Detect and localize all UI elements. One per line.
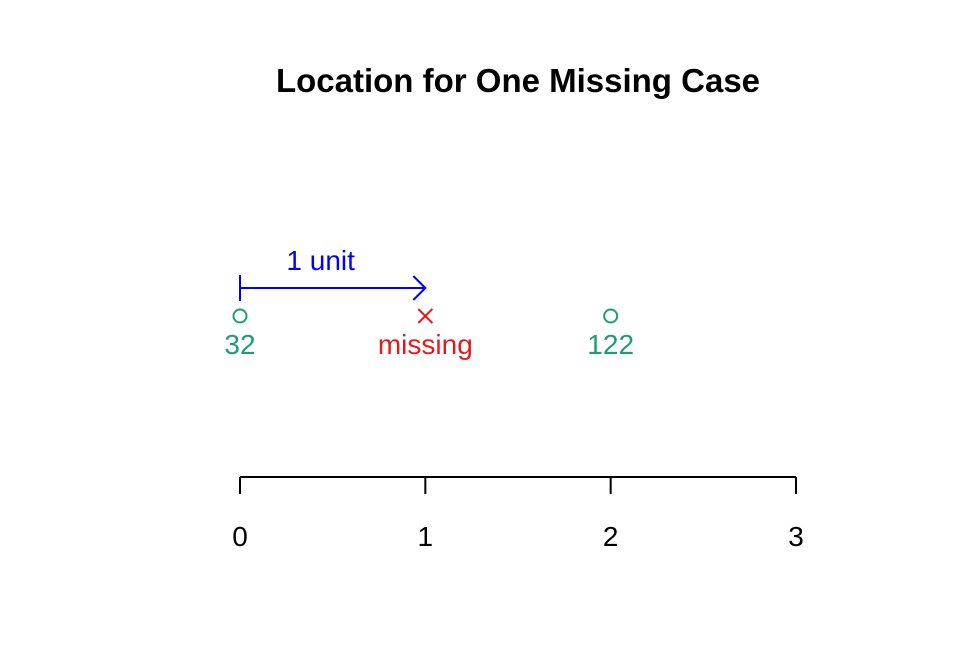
unit-annotation: 1 unit <box>239 245 427 301</box>
chart-title: Location for One Missing Case <box>276 62 760 99</box>
data-points: 32 missing 122 <box>224 308 634 360</box>
point-marker-2 <box>603 308 619 324</box>
point-label-2: 122 <box>587 329 634 360</box>
unit-annotation-label: 1 unit <box>286 245 355 276</box>
x-tick-label-1: 1 <box>418 521 434 552</box>
point-marker-0 <box>232 308 248 324</box>
x-tick-label-0: 0 <box>232 521 248 552</box>
point-marker-1 <box>417 308 434 324</box>
point-label-1: missing <box>378 329 473 360</box>
unit-arrow-head <box>412 275 427 301</box>
x-tick-label-3: 3 <box>788 521 804 552</box>
point-label-0: 32 <box>224 329 255 360</box>
x-axis: 0 1 2 3 <box>232 476 804 552</box>
x-tick-label-2: 2 <box>603 521 619 552</box>
